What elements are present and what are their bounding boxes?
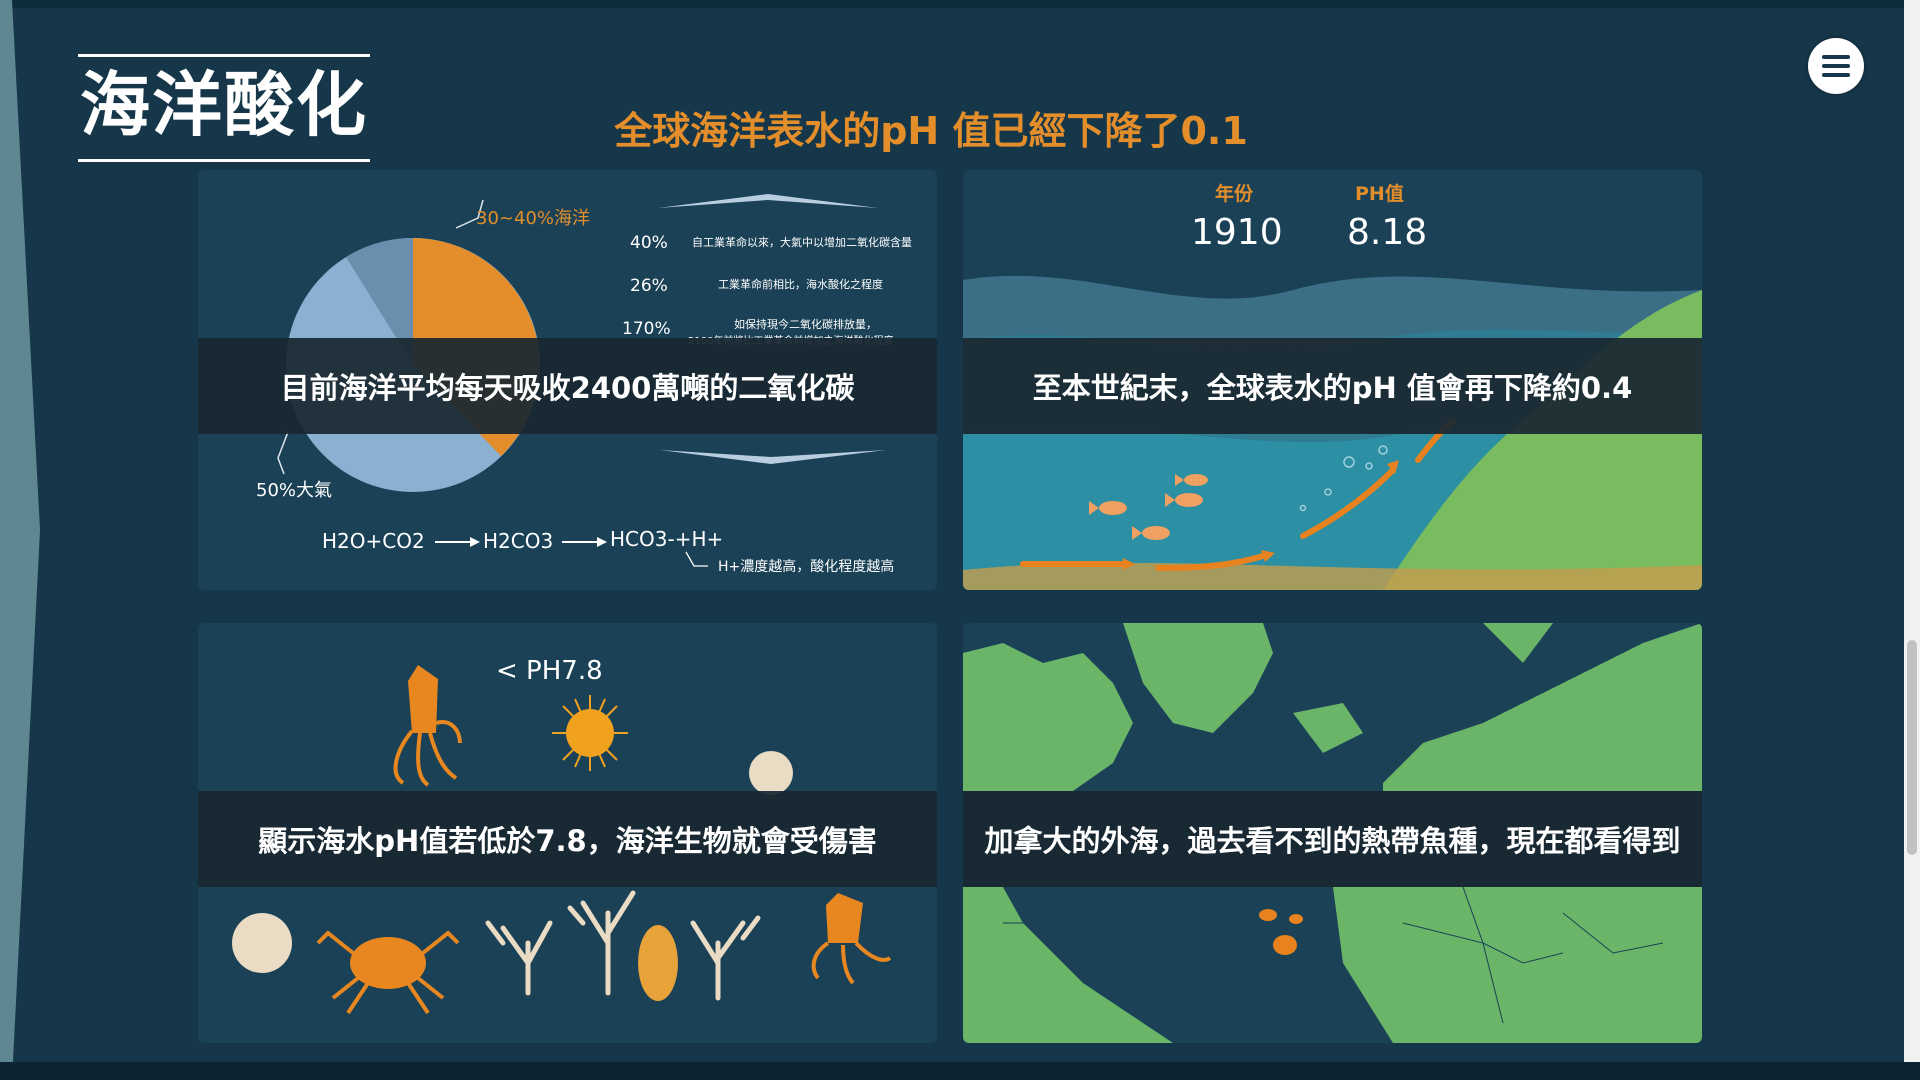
card-caption: 至本世紀末，全球表水的pH 值會再下降約0.4: [963, 338, 1702, 434]
formula-c: HCO3-+H+: [610, 527, 723, 551]
ph-threshold: < PH7.8: [496, 656, 603, 686]
stat-text-1: 自工業革命以來，大氣中以增加二氧化碳含量: [692, 235, 912, 249]
shell-icon: [749, 751, 793, 795]
sea-urchin-icon: [552, 695, 628, 771]
scrollbar-thumb[interactable]: [1907, 640, 1917, 855]
stat-text-2: 工業革命前相比，海水酸化之程度: [718, 277, 883, 291]
stat-value-3: 170%: [622, 319, 671, 339]
marine-life-card[interactable]: < PH7.8: [198, 623, 937, 1043]
up-chevron: [658, 194, 878, 208]
left-edge-decoration: [0, 0, 40, 1080]
shell-icon: [232, 913, 292, 973]
down-chevron: [660, 450, 886, 464]
tropical-fish-icons: [1259, 909, 1303, 955]
card-caption: 目前海洋平均每天吸收2400萬噸的二氧化碳: [198, 338, 937, 434]
pie-label-ocean: 30~40%海洋: [476, 208, 590, 229]
current-arrows: [1020, 417, 1456, 571]
fish-icons: [1089, 474, 1208, 540]
marine-life-illustration: < PH7.8: [232, 656, 892, 1015]
formula-note: H+濃度越高，酸化程度越高: [718, 558, 894, 575]
coral-icon: [485, 890, 761, 1001]
sponge-icon: [638, 925, 678, 1001]
bubbles: [1299, 445, 1388, 512]
arrow-icon: [435, 537, 480, 547]
year-value: 1910: [1191, 212, 1283, 253]
card-caption: 顯示海水pH值若低於7.8，海洋生物就會受傷害: [198, 791, 937, 887]
formula-b: H2CO3: [483, 529, 553, 553]
stat-text-3: 如保持現今二氧化碳排放量，: [734, 317, 877, 331]
arrow-icon: [562, 537, 607, 547]
card-caption: 加拿大的外海，過去看不到的熱帶魚種，現在都看得到: [963, 791, 1702, 887]
land-masses: [963, 623, 1702, 1043]
ph-decline-card[interactable]: 年份 1910 PH值 8.18 至本世紀末，全球表水的pH 值會再下降約0.4: [963, 170, 1702, 590]
co2-absorption-card[interactable]: 30~40%海洋 50%大氣 40% 自工業革命以來，大氣中以增加二氧化碳含量 …: [198, 170, 937, 590]
scrollbar[interactable]: [1904, 0, 1920, 1062]
page-subtitle: 全球海洋表水的pH 值已經下降了0.1: [614, 109, 1248, 153]
ph-label: PH值: [1355, 182, 1404, 205]
tropical-fish-map-card[interactable]: 加拿大的外海，過去看不到的熱帶魚種，現在都看得到: [963, 623, 1702, 1043]
menu-button[interactable]: [1808, 38, 1864, 94]
year-label: 年份: [1215, 182, 1254, 205]
country-borders: [1003, 886, 1664, 1024]
stat-value-1: 40%: [630, 233, 668, 253]
hamburger-menu-icon: [1822, 55, 1850, 59]
ph-value: 8.18: [1347, 212, 1427, 253]
squid-icon: [393, 665, 462, 787]
world-map: [963, 623, 1702, 1043]
hamburger-line: [1822, 73, 1850, 77]
pie-label-air: 50%大氣: [256, 480, 332, 501]
page-title: 海洋酸化: [78, 54, 370, 162]
top-strip: [0, 0, 1920, 8]
squid-icon: [811, 893, 892, 985]
stat-value-2: 26%: [630, 276, 668, 296]
crab-icon: [316, 930, 460, 1015]
formula-a: H2O+CO2: [322, 529, 425, 553]
bottom-bar: [0, 1062, 1920, 1080]
hamburger-line: [1822, 64, 1850, 68]
